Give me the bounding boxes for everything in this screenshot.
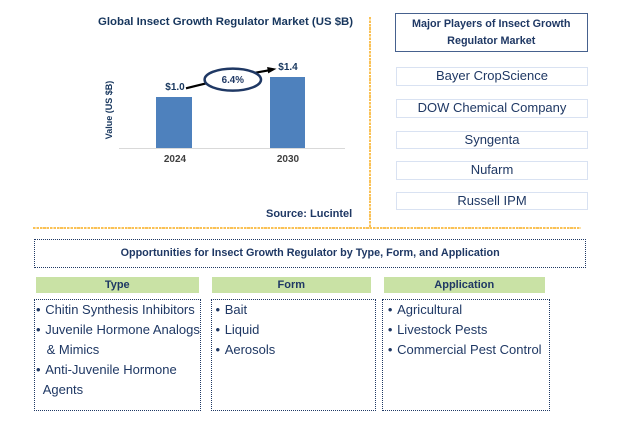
svg-text:6.4%: 6.4% (222, 75, 245, 86)
